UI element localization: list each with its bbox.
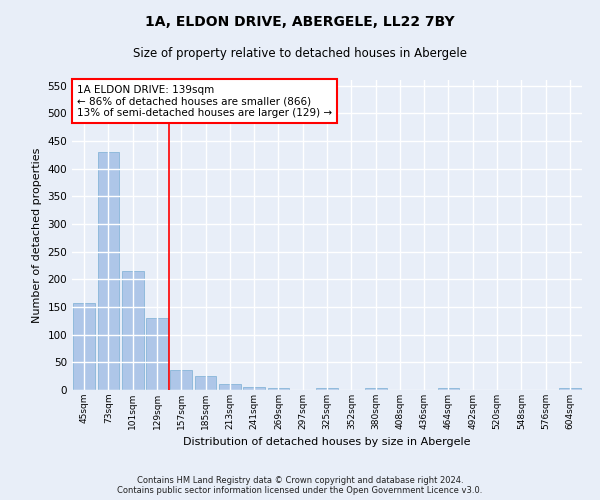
Bar	[146, 318, 168, 390]
Bar	[73, 302, 95, 390]
Bar	[170, 370, 192, 390]
Text: 1A ELDON DRIVE: 139sqm
← 86% of detached houses are smaller (866)
13% of semi-de: 1A ELDON DRIVE: 139sqm ← 86% of detached…	[77, 84, 332, 118]
Bar	[437, 388, 460, 390]
Text: 1A, ELDON DRIVE, ABERGELE, LL22 7BY: 1A, ELDON DRIVE, ABERGELE, LL22 7BY	[145, 15, 455, 29]
Bar	[97, 152, 119, 390]
Bar	[559, 388, 581, 390]
Bar	[194, 376, 217, 390]
Bar	[316, 388, 338, 390]
Bar	[268, 388, 289, 390]
Text: Contains HM Land Registry data © Crown copyright and database right 2024.
Contai: Contains HM Land Registry data © Crown c…	[118, 476, 482, 495]
Bar	[122, 271, 143, 390]
Bar	[365, 388, 386, 390]
Bar	[219, 384, 241, 390]
Text: Size of property relative to detached houses in Abergele: Size of property relative to detached ho…	[133, 48, 467, 60]
Y-axis label: Number of detached properties: Number of detached properties	[32, 148, 42, 322]
X-axis label: Distribution of detached houses by size in Abergele: Distribution of detached houses by size …	[183, 438, 471, 448]
Bar	[243, 387, 265, 390]
